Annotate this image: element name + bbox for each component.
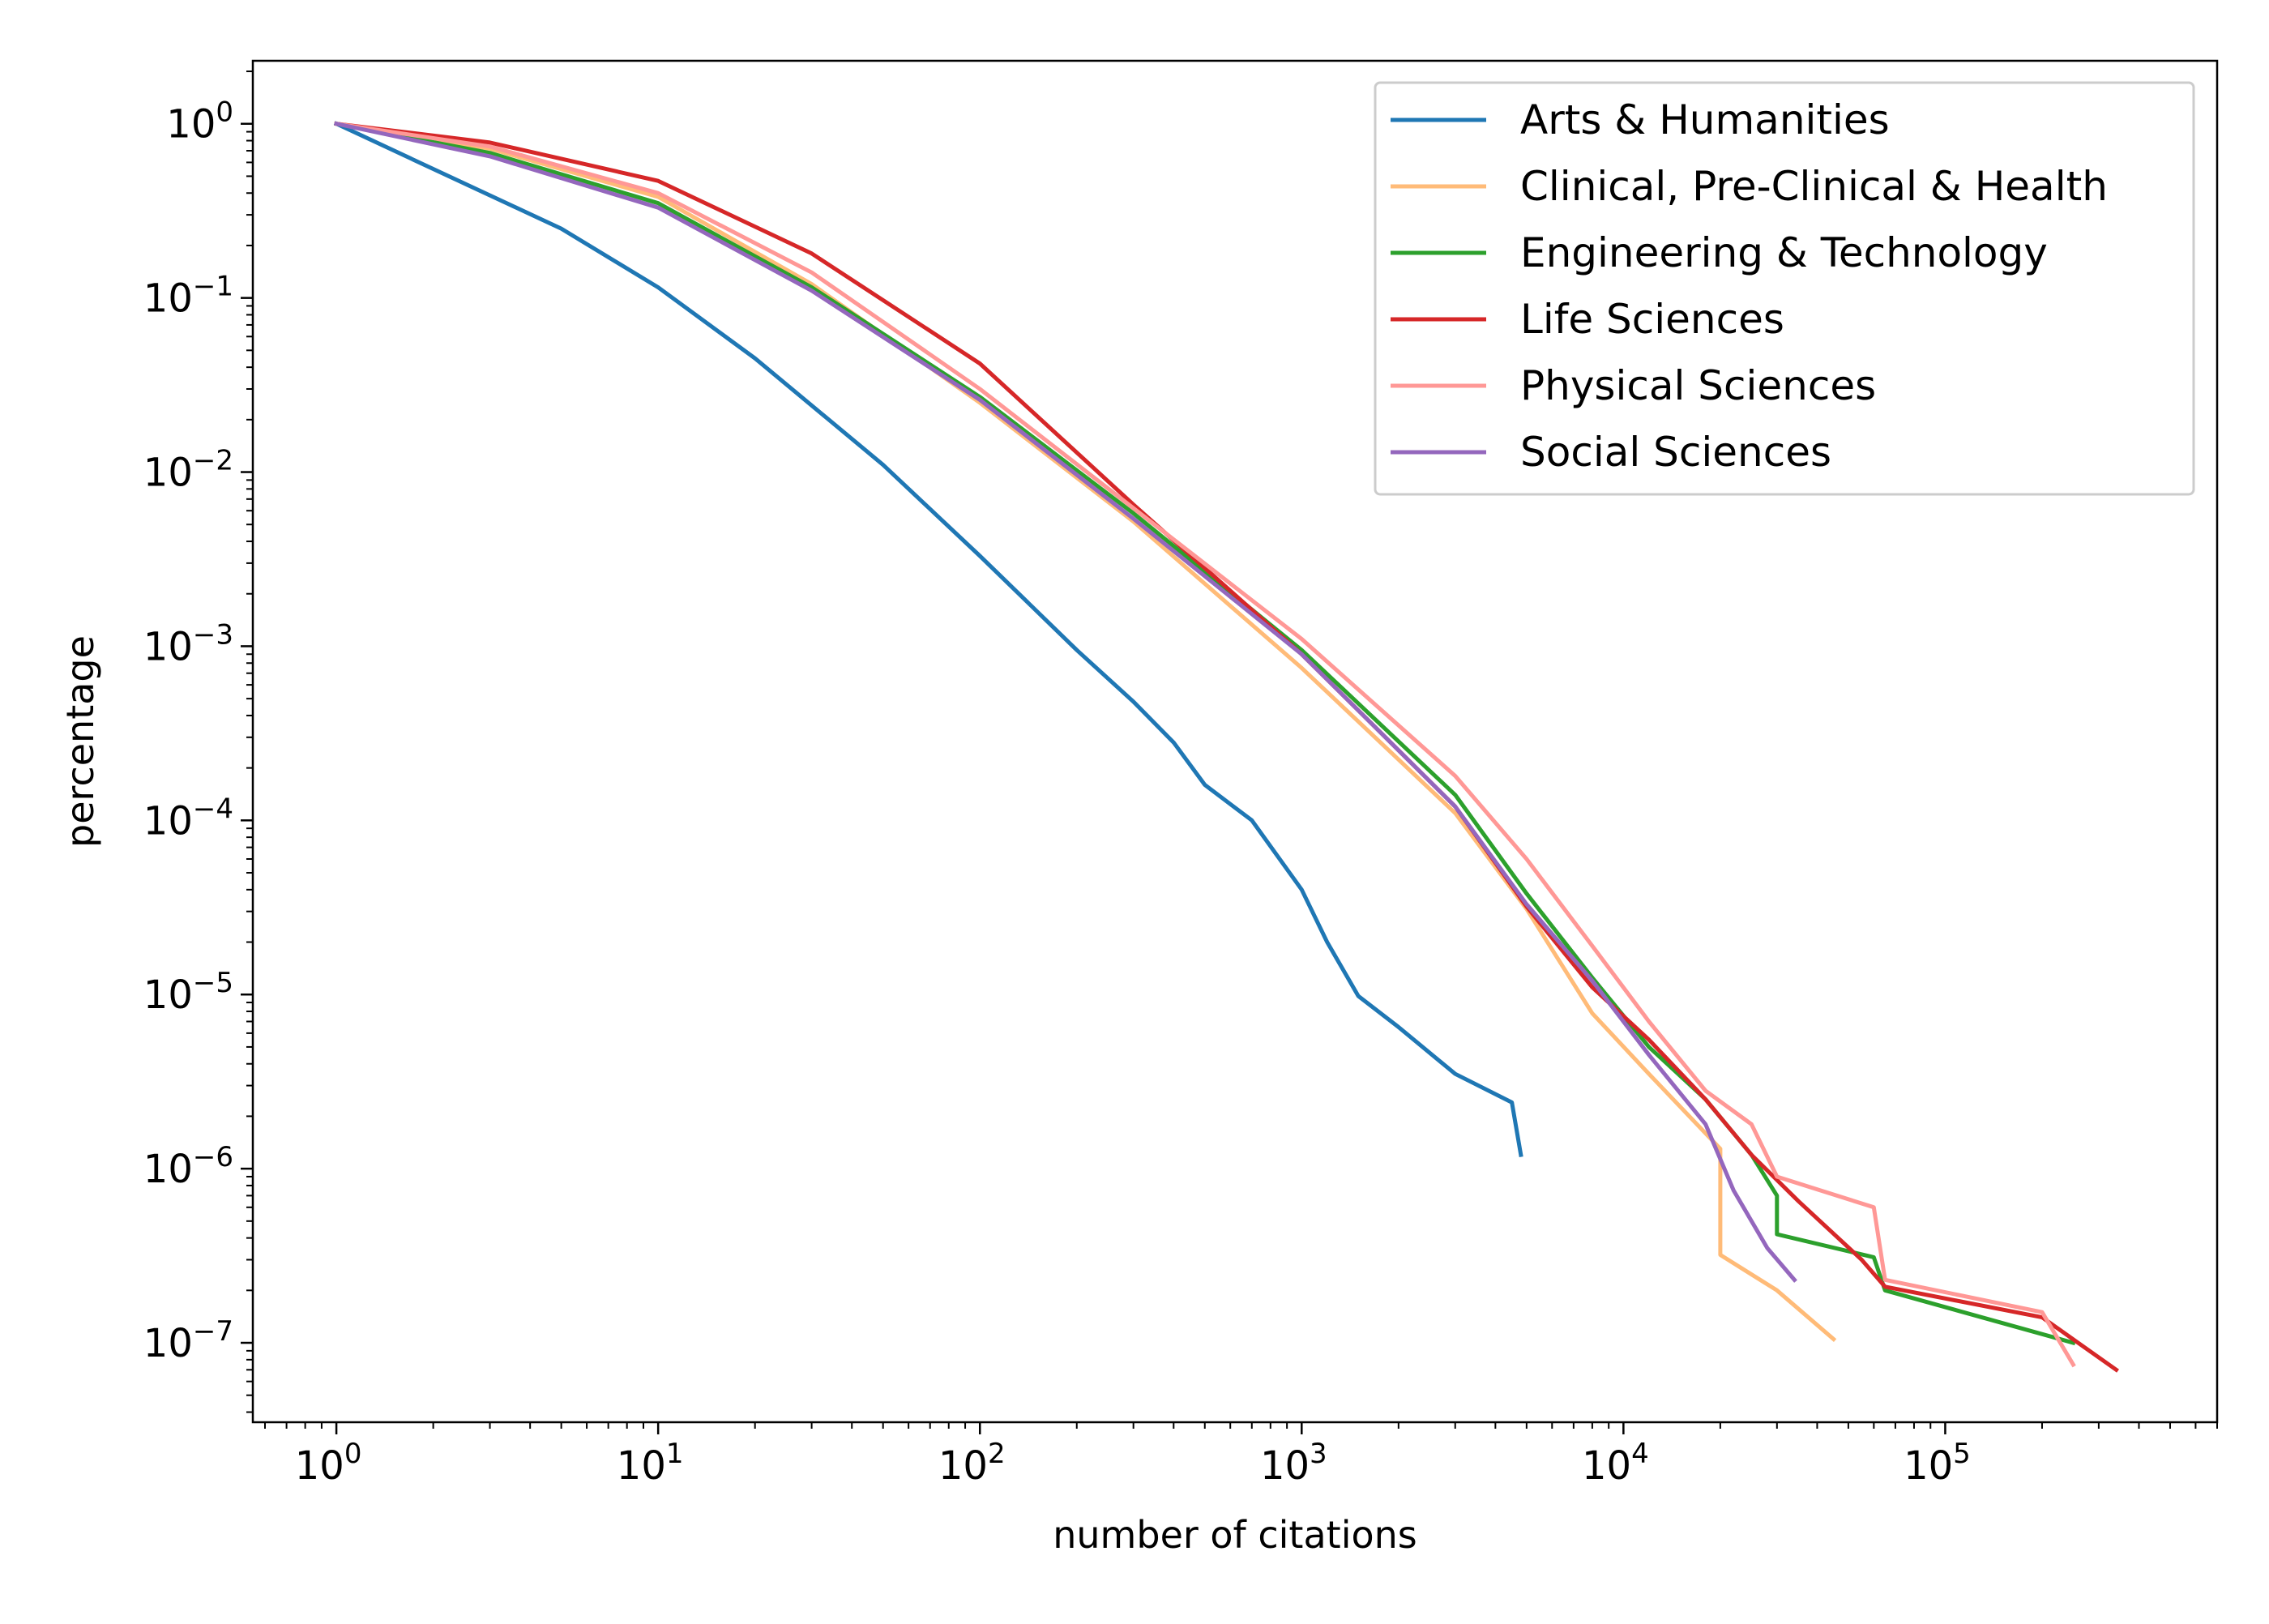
y-tick-label: 10−1 bbox=[143, 271, 233, 322]
x-tick-label: 103 bbox=[1260, 1438, 1327, 1489]
x-tick-label: 102 bbox=[938, 1438, 1006, 1489]
legend-label-1: Arts & Humanities bbox=[1520, 96, 1890, 143]
legend-label-3: Engineering & Technology bbox=[1520, 229, 2048, 276]
series-layer bbox=[333, 121, 2119, 1373]
legend-frame bbox=[1374, 81, 2195, 496]
legend-items: Arts & Humanities Clinical, Pre-Clinical … bbox=[1391, 96, 2108, 476]
x-axis-label: number of citations bbox=[1053, 1513, 1417, 1557]
y-tick-label: 100 bbox=[166, 96, 233, 147]
legend-label-6: Social Sciences bbox=[1520, 429, 1831, 476]
x-tick-label: 101 bbox=[617, 1438, 684, 1489]
series-line-6 bbox=[334, 121, 1797, 1283]
series-line-3 bbox=[334, 121, 2076, 1346]
y-tick-label: 10−5 bbox=[143, 967, 233, 1018]
legend-label-5: Physical Sciences bbox=[1520, 362, 1876, 409]
plot-frame bbox=[251, 59, 2219, 1424]
series-line-4 bbox=[334, 121, 2119, 1373]
y-tick-label: 10−6 bbox=[143, 1141, 233, 1192]
x-tick-label: 100 bbox=[295, 1438, 362, 1489]
y-tick-label: 10−4 bbox=[143, 793, 233, 844]
series-line-1 bbox=[333, 121, 1523, 1157]
y-tick-label: 10−3 bbox=[143, 618, 233, 669]
axes-layer: 100 101 102 103 104 105 100 10−1 10−2 10−3 10−4 10−… bbox=[143, 71, 2218, 1489]
legend-label-2: Clinical, Pre-Clinical & Health bbox=[1520, 163, 2108, 210]
legend: Arts & Humanities Clinical, Pre-Clinical … bbox=[1374, 81, 2195, 496]
series-line-5 bbox=[334, 121, 2076, 1368]
x-tick-label: 105 bbox=[1904, 1438, 1971, 1489]
series-line-2 bbox=[334, 121, 1837, 1343]
x-tick-label: 104 bbox=[1582, 1438, 1649, 1489]
legend-label-4: Life Sciences bbox=[1520, 296, 1784, 343]
y-axis-label: percentage bbox=[58, 635, 102, 848]
y-tick-label: 10−2 bbox=[143, 445, 233, 496]
y-tick-label: 10−7 bbox=[143, 1315, 233, 1366]
